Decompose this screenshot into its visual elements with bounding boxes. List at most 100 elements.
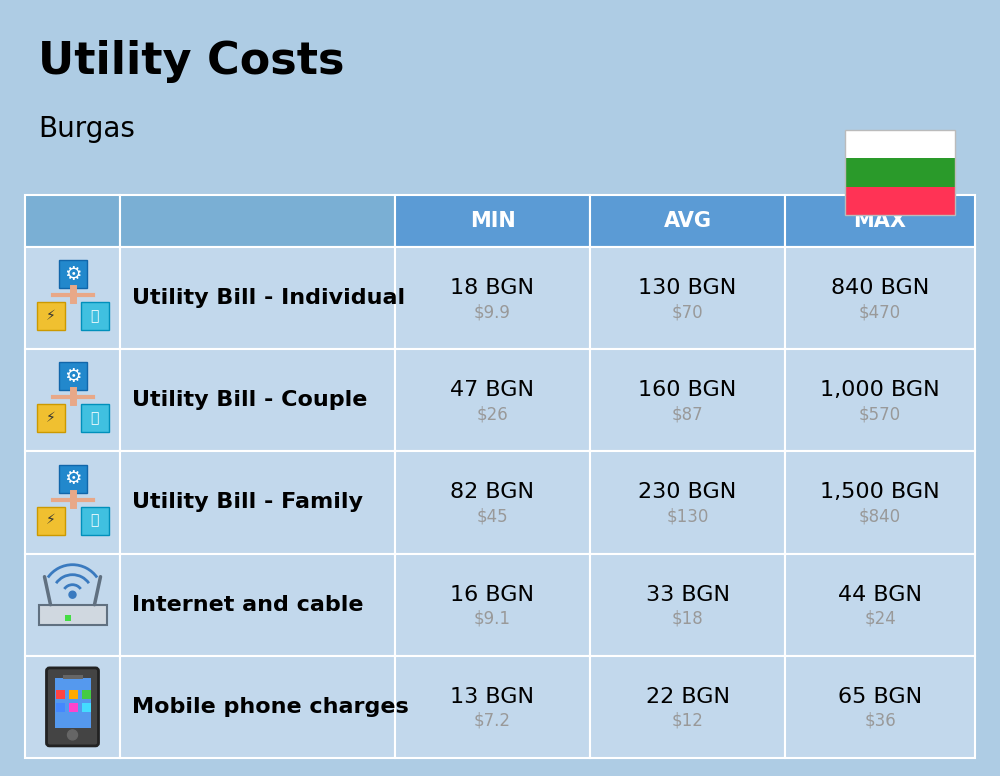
Bar [25, 195, 120, 247]
Bar [395, 656, 590, 758]
Text: 1,500 BGN: 1,500 BGN [820, 483, 940, 503]
Bar [36, 507, 64, 535]
Bar [120, 195, 395, 247]
Text: AVG: AVG [664, 211, 712, 231]
Bar [590, 656, 785, 758]
Bar [590, 452, 785, 553]
Bar [58, 362, 87, 390]
Bar [845, 130, 955, 158]
Bar [845, 187, 955, 215]
Text: ⚡: ⚡ [46, 411, 55, 425]
Text: $45: $45 [477, 508, 508, 525]
Bar [845, 158, 955, 187]
Bar [845, 130, 955, 215]
Bar [395, 247, 590, 349]
Text: $12: $12 [672, 712, 703, 730]
Bar [590, 349, 785, 452]
Text: $840: $840 [859, 508, 901, 525]
Text: 18 BGN: 18 BGN [450, 278, 534, 298]
Text: $24: $24 [864, 610, 896, 628]
Circle shape [69, 591, 76, 598]
Bar [36, 302, 64, 330]
Text: Burgas: Burgas [38, 115, 135, 143]
Text: 🚰: 🚰 [90, 309, 99, 323]
Bar [25, 247, 120, 349]
Text: 🚰: 🚰 [90, 514, 99, 528]
Bar [395, 195, 590, 247]
Text: 160 BGN: 160 BGN [638, 380, 737, 400]
Bar [80, 404, 108, 432]
Text: $570: $570 [859, 405, 901, 423]
Bar [58, 465, 87, 493]
Text: 230 BGN: 230 BGN [638, 483, 737, 503]
Text: $470: $470 [859, 303, 901, 321]
Bar [64, 615, 70, 621]
Bar [25, 553, 120, 656]
Text: Mobile phone charges: Mobile phone charges [132, 697, 409, 717]
Text: Internet and cable: Internet and cable [132, 594, 364, 615]
Bar [785, 452, 975, 553]
Bar [590, 247, 785, 349]
Text: $70: $70 [672, 303, 703, 321]
Bar [80, 507, 108, 535]
Bar [54, 678, 90, 728]
Bar [590, 553, 785, 656]
Bar [120, 553, 395, 656]
Text: $9.1: $9.1 [474, 610, 511, 628]
Bar [38, 605, 106, 625]
Text: MAX: MAX [854, 211, 906, 231]
Text: 130 BGN: 130 BGN [638, 278, 737, 298]
Text: 1,000 BGN: 1,000 BGN [820, 380, 940, 400]
Bar [785, 656, 975, 758]
Bar [395, 452, 590, 553]
Text: 22 BGN: 22 BGN [646, 687, 730, 707]
Bar [25, 452, 120, 553]
Text: $26: $26 [477, 405, 508, 423]
Bar [395, 553, 590, 656]
Bar [36, 404, 64, 432]
Text: 33 BGN: 33 BGN [646, 584, 730, 605]
Bar [785, 349, 975, 452]
Text: 65 BGN: 65 BGN [838, 687, 922, 707]
Bar [120, 452, 395, 553]
Text: 13 BGN: 13 BGN [450, 687, 534, 707]
Text: Utility Bill - Individual: Utility Bill - Individual [132, 288, 405, 308]
Bar [25, 349, 120, 452]
Text: $130: $130 [666, 508, 709, 525]
Bar [58, 260, 87, 288]
Text: $9.9: $9.9 [474, 303, 511, 321]
Bar [68, 703, 78, 712]
Bar [590, 195, 785, 247]
Circle shape [68, 730, 78, 740]
Bar [120, 349, 395, 452]
Bar [785, 247, 975, 349]
Text: $36: $36 [864, 712, 896, 730]
Bar [120, 247, 395, 349]
Text: Utility Costs: Utility Costs [38, 40, 344, 83]
Text: MIN: MIN [470, 211, 515, 231]
Bar [82, 703, 90, 712]
Bar [80, 302, 108, 330]
Text: Utility Bill - Family: Utility Bill - Family [132, 493, 363, 512]
Bar [62, 675, 82, 679]
Bar [56, 690, 64, 699]
Bar [82, 690, 90, 699]
Bar [785, 195, 975, 247]
Bar [785, 553, 975, 656]
Text: ⚡: ⚡ [46, 514, 55, 528]
Text: ⚙: ⚙ [64, 265, 81, 283]
Text: ⚙: ⚙ [64, 469, 81, 488]
Text: 82 BGN: 82 BGN [450, 483, 534, 503]
FancyBboxPatch shape [46, 668, 98, 746]
Text: 47 BGN: 47 BGN [450, 380, 534, 400]
Bar [120, 656, 395, 758]
Bar [395, 349, 590, 452]
Bar [68, 690, 78, 699]
Bar [25, 656, 120, 758]
Text: 840 BGN: 840 BGN [831, 278, 929, 298]
Text: $7.2: $7.2 [474, 712, 511, 730]
Text: $87: $87 [672, 405, 703, 423]
Text: $18: $18 [672, 610, 703, 628]
Bar [56, 703, 64, 712]
Text: ⚙: ⚙ [64, 367, 81, 386]
